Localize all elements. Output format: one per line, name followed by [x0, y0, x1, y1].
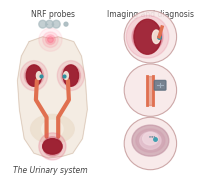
Circle shape — [131, 21, 162, 52]
Text: NRF probes: NRF probes — [31, 10, 75, 19]
Circle shape — [64, 22, 68, 26]
Circle shape — [45, 20, 53, 28]
Ellipse shape — [24, 65, 43, 86]
Text: Imaging and diagnosis: Imaging and diagnosis — [106, 10, 193, 19]
Circle shape — [124, 117, 176, 170]
Circle shape — [39, 20, 46, 28]
Ellipse shape — [61, 65, 80, 86]
Ellipse shape — [63, 65, 78, 86]
Polygon shape — [17, 37, 87, 158]
Ellipse shape — [26, 65, 42, 86]
Circle shape — [42, 32, 58, 47]
Ellipse shape — [20, 61, 47, 91]
Ellipse shape — [139, 132, 160, 149]
Ellipse shape — [36, 72, 41, 79]
Ellipse shape — [63, 72, 68, 79]
FancyBboxPatch shape — [154, 81, 165, 90]
Ellipse shape — [42, 120, 63, 138]
Circle shape — [39, 28, 62, 51]
Text: The Urinary system: The Urinary system — [13, 166, 87, 175]
Circle shape — [42, 137, 62, 156]
Ellipse shape — [42, 139, 62, 154]
Ellipse shape — [135, 129, 164, 152]
Circle shape — [124, 11, 176, 63]
Ellipse shape — [31, 114, 74, 143]
Circle shape — [39, 133, 66, 160]
Ellipse shape — [133, 19, 160, 54]
Text: mer: mer — [148, 135, 155, 139]
Circle shape — [125, 15, 168, 58]
Ellipse shape — [152, 30, 159, 43]
Circle shape — [124, 64, 176, 116]
Ellipse shape — [131, 125, 168, 156]
Circle shape — [47, 37, 53, 43]
Circle shape — [45, 35, 55, 45]
Ellipse shape — [57, 61, 84, 91]
Ellipse shape — [142, 132, 157, 145]
Circle shape — [52, 20, 60, 28]
